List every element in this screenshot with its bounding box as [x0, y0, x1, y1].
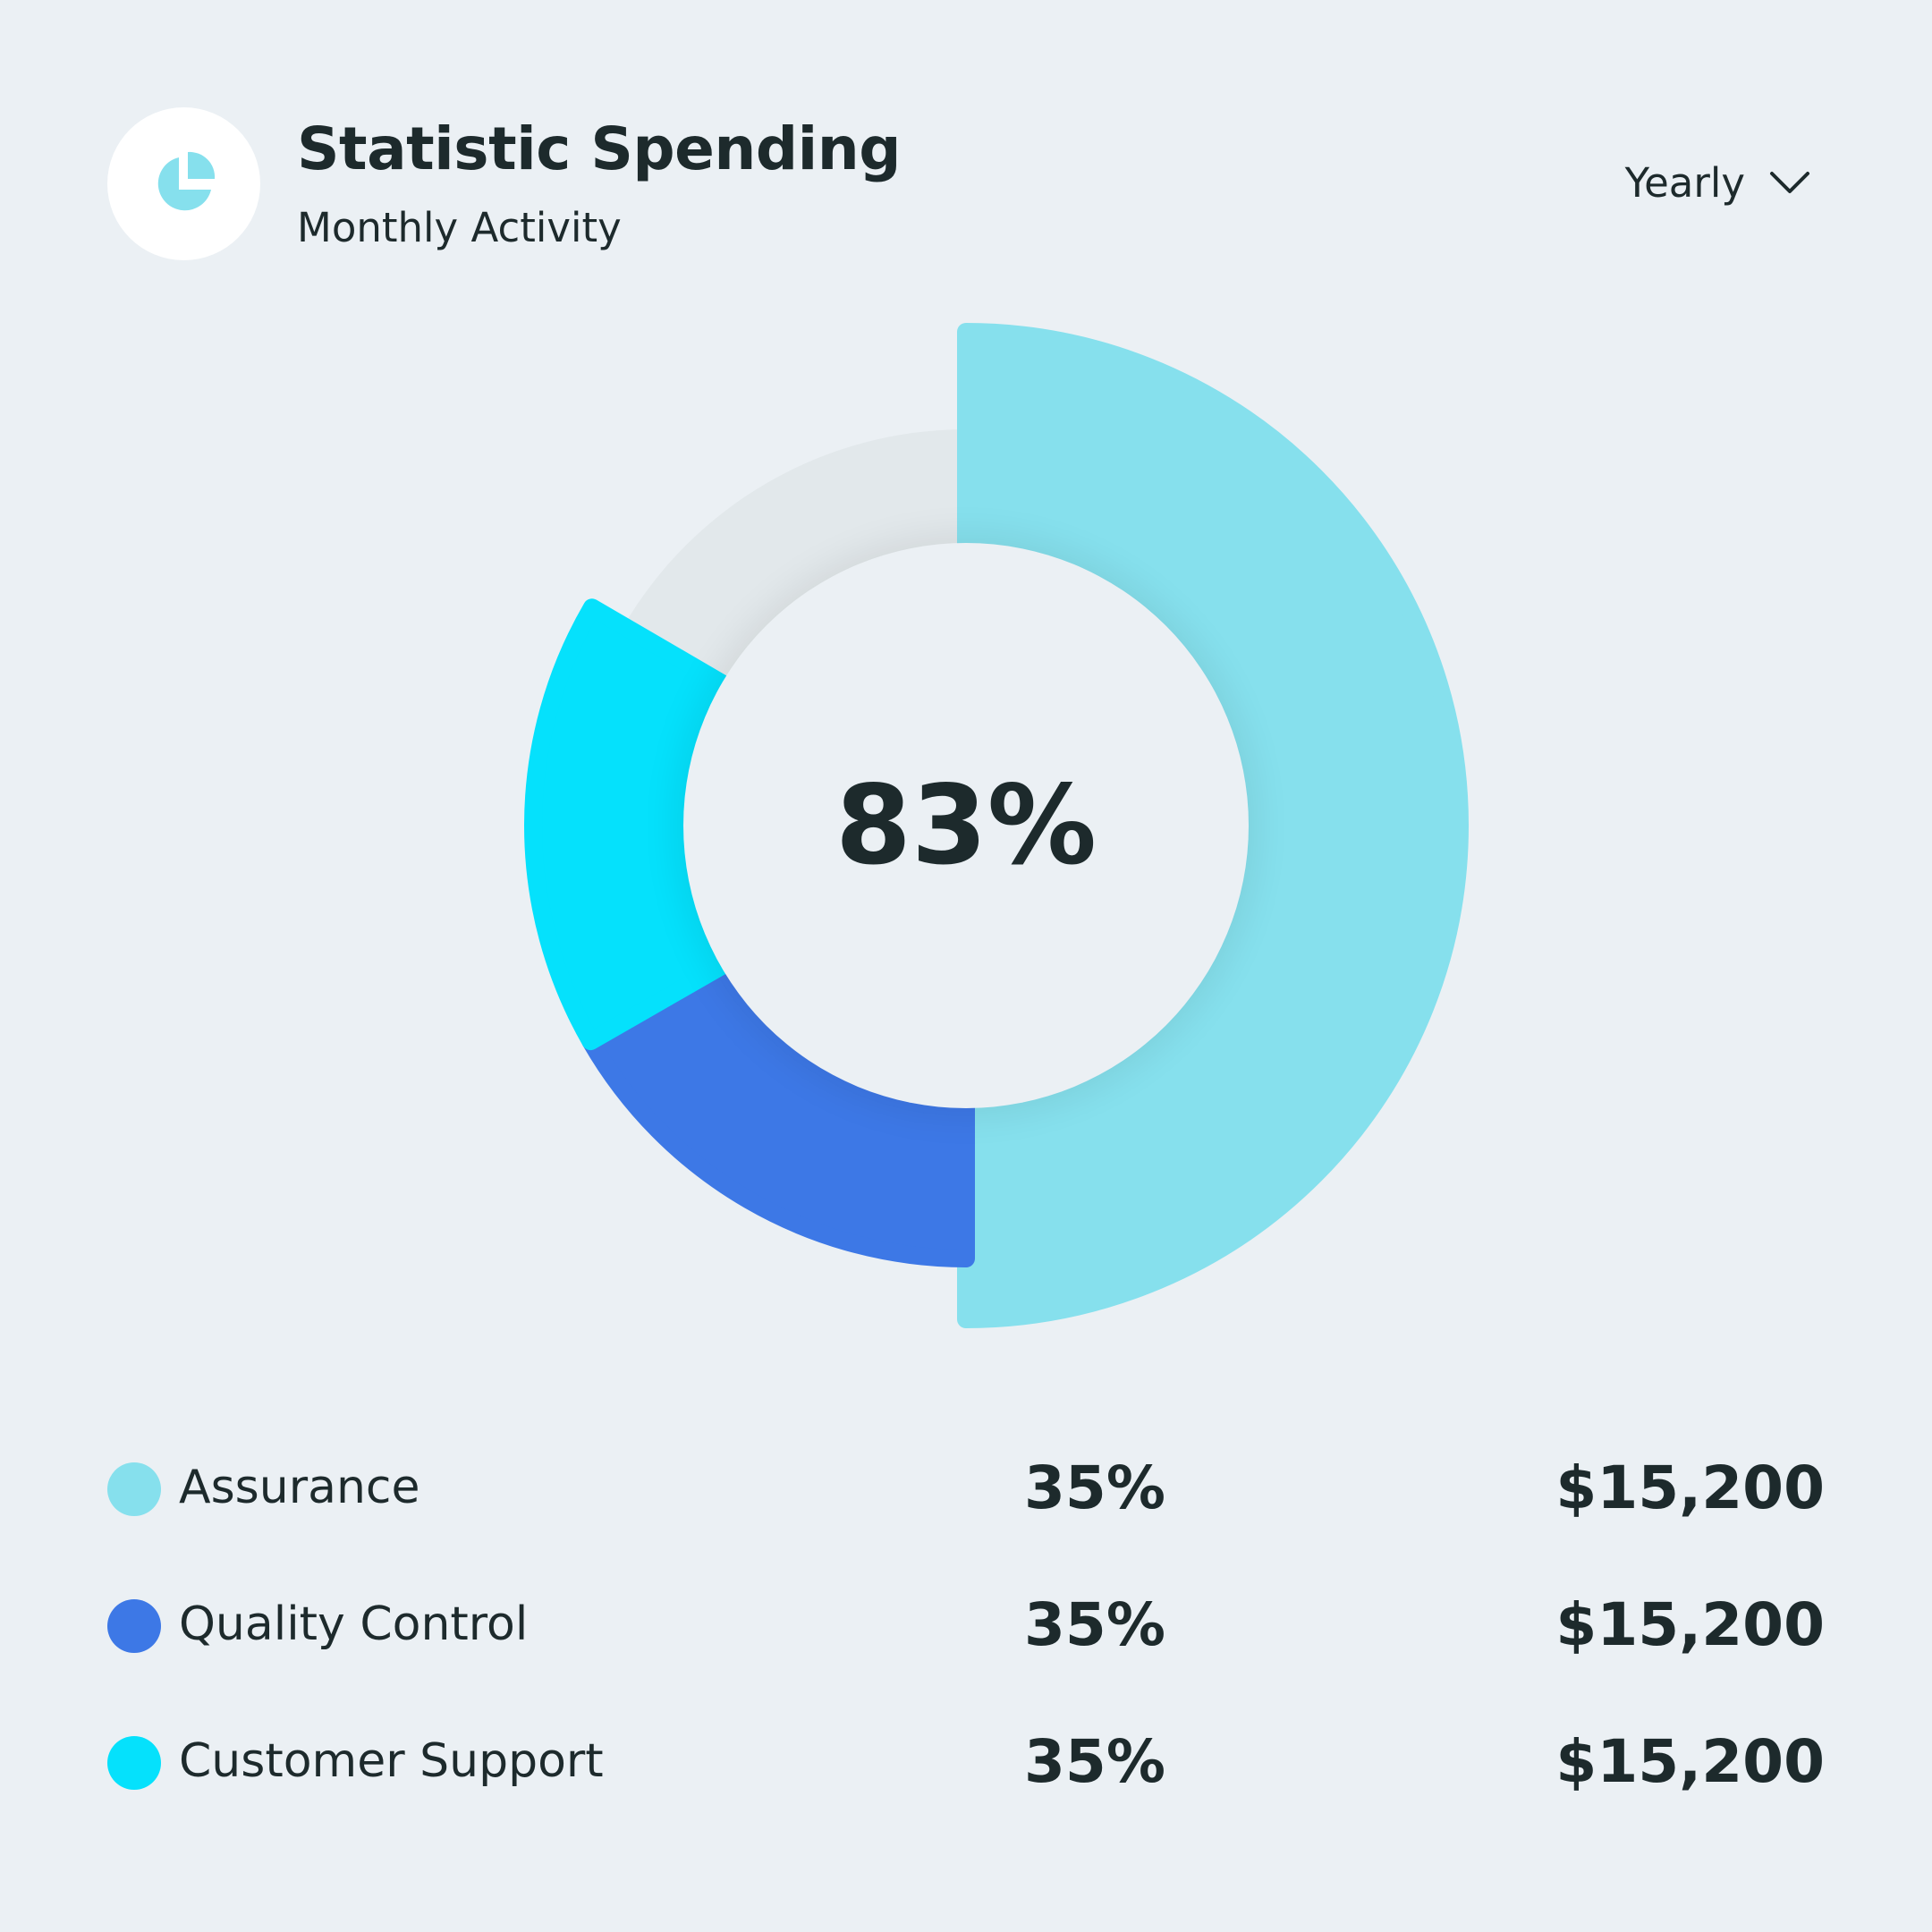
center-value: 83% [835, 762, 1097, 889]
header-icon-badge [107, 107, 260, 260]
legend-dot [107, 1736, 161, 1790]
legend-item-customer-support: Customer Support 35% $15,200 [107, 1727, 1825, 1799]
legend-percent: 35% [1024, 1453, 1165, 1522]
legend-dot [107, 1462, 161, 1516]
period-select-value: Yearly [1624, 159, 1745, 207]
legend-item-quality-control: Quality Control 35% $15,200 [107, 1590, 1825, 1662]
donut-hole [683, 543, 1249, 1108]
legend-item-assurance: Assurance 35% $15,200 [107, 1453, 1825, 1525]
legend-amount: $15,200 [1555, 1453, 1825, 1522]
pie-chart-icon [157, 151, 215, 210]
period-select[interactable]: Yearly [1625, 159, 1811, 207]
spending-donut-chart: 83% [524, 323, 1469, 1328]
legend-label: Quality Control [179, 1597, 529, 1651]
page-title: Statistic Spending [297, 114, 901, 183]
legend-percent: 35% [1024, 1727, 1165, 1796]
legend-percent: 35% [1024, 1590, 1165, 1659]
legend-amount: $15,200 [1555, 1727, 1825, 1796]
legend-label: Customer Support [179, 1734, 604, 1788]
legend-dot [107, 1599, 161, 1653]
legend-amount: $15,200 [1555, 1590, 1825, 1659]
legend-label: Assurance [179, 1461, 420, 1514]
page-subtitle: Monthly Activity [297, 204, 622, 251]
chevron-down-icon [1770, 171, 1809, 193]
